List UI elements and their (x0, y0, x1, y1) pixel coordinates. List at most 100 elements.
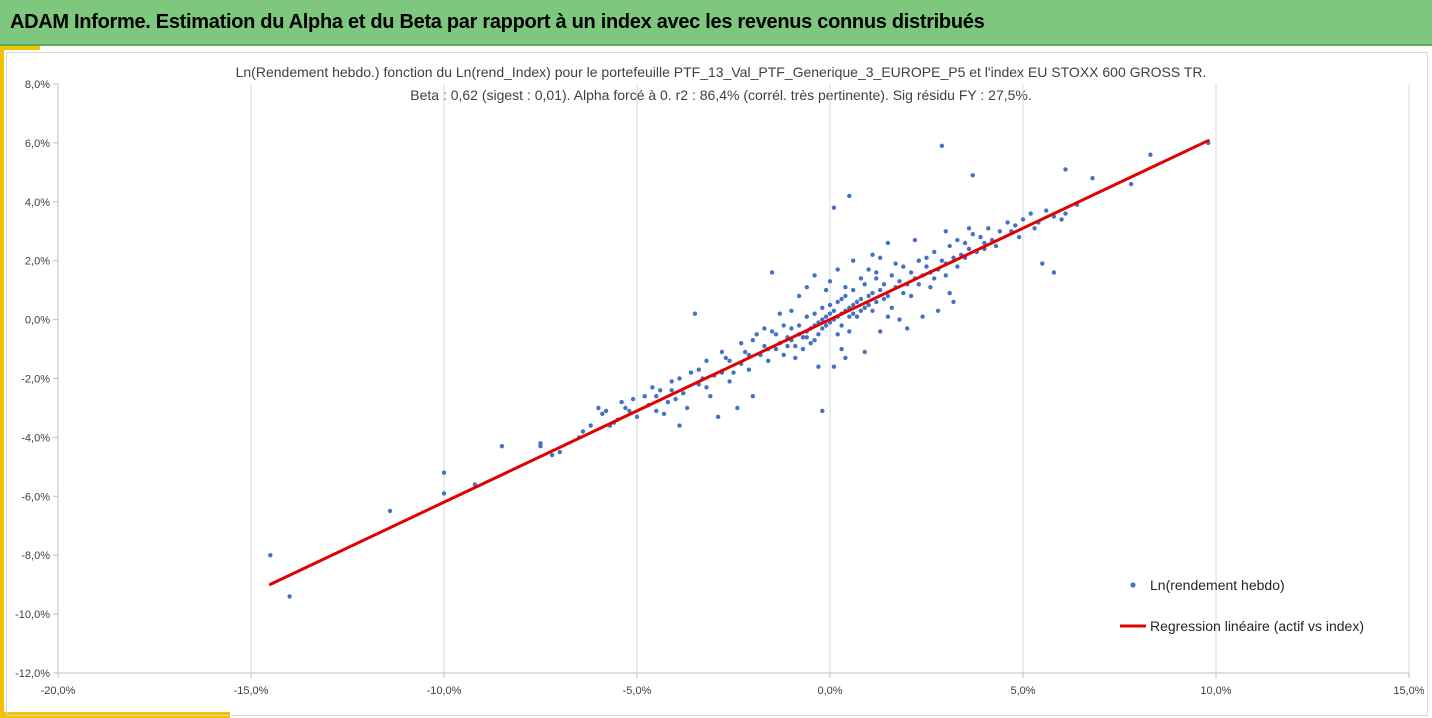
data-point (630, 396, 636, 402)
y-tick-label: -12,0% (15, 668, 50, 680)
data-point (704, 358, 709, 363)
data-point (820, 326, 825, 331)
data-point (947, 243, 952, 249)
y-tick-label: -2,0% (21, 374, 50, 386)
data-point (654, 394, 659, 399)
x-tick-label: 15,0% (1393, 685, 1424, 697)
data-point (692, 311, 698, 316)
data-point (677, 423, 682, 428)
data-point (993, 243, 999, 249)
data-point (538, 444, 543, 449)
data-point (808, 341, 813, 346)
data-point (634, 414, 640, 419)
data-point (823, 287, 829, 293)
data-point (769, 270, 775, 275)
data-point (870, 290, 875, 296)
data-point (966, 226, 972, 231)
data-point (1032, 226, 1037, 231)
data-point (1028, 211, 1033, 216)
data-point (870, 308, 875, 313)
data-point (870, 252, 875, 257)
data-point (750, 338, 755, 343)
data-point (816, 332, 821, 337)
data-point (1063, 167, 1068, 172)
data-point (685, 405, 690, 411)
data-point (627, 408, 632, 414)
y-axis-ticks: -12,0% -10,0% -8,0% -6,0% -4,0% -2,0% 0,0% 2,0%… (15, 79, 58, 680)
scatter-chart: Ln(Rendement hebdo.) fonction du Ln(rend… (15, 64, 1425, 697)
data-point (962, 240, 968, 246)
data-point (600, 411, 605, 416)
data-point (1051, 270, 1057, 275)
data-point (893, 261, 898, 266)
data-point (793, 355, 798, 361)
data-point (955, 237, 960, 243)
data-point (820, 408, 825, 414)
accent-bar-left (0, 46, 4, 718)
data-point (441, 470, 447, 475)
data-point (978, 234, 983, 240)
regression-line (268, 139, 1210, 586)
data-point (580, 429, 586, 434)
data-point (773, 332, 779, 337)
data-point (997, 229, 1002, 234)
data-point (831, 308, 837, 313)
data-point (843, 355, 848, 361)
data-point (654, 408, 659, 414)
y-tick-label: -8,0% (21, 550, 50, 562)
data-point (839, 296, 844, 302)
data-point (812, 311, 817, 316)
data-point (885, 240, 891, 246)
legend-marker-points (1130, 582, 1136, 588)
data-point (1016, 234, 1022, 240)
data-point (773, 346, 779, 352)
data-point (935, 308, 941, 313)
data-point (881, 296, 887, 302)
regression-segment (268, 139, 1210, 586)
data-point (387, 508, 393, 514)
data-point (665, 399, 671, 405)
data-point (924, 255, 929, 260)
data-point (827, 311, 833, 316)
data-point (889, 305, 894, 310)
x-tick-label: -15,0% (234, 685, 269, 697)
axes (57, 84, 1409, 674)
data-point (268, 553, 273, 558)
data-point (596, 405, 601, 411)
data-point (650, 385, 655, 390)
data-point (820, 317, 825, 322)
data-point (866, 293, 871, 299)
data-point (727, 379, 732, 384)
data-point (781, 323, 786, 328)
legend-label-points: Ln(rendement hebdo) (1150, 577, 1285, 593)
data-point (835, 332, 840, 337)
data-point (1005, 220, 1010, 225)
data-point (789, 308, 794, 313)
data-point (746, 367, 752, 372)
data-point (851, 258, 856, 263)
y-tick-label: 4,0% (25, 197, 50, 209)
data-point (916, 282, 921, 287)
x-tick-label: -20,0% (41, 685, 76, 697)
data-point (831, 205, 837, 210)
y-tick-label: -10,0% (15, 609, 50, 621)
x-tick-label: 10,0% (1200, 685, 1231, 697)
data-point (800, 335, 806, 340)
data-point (800, 346, 806, 352)
data-point (986, 226, 991, 231)
data-point (843, 285, 848, 290)
data-point (441, 491, 447, 496)
data-point (588, 423, 593, 428)
data-point (908, 293, 914, 299)
data-point (939, 258, 945, 263)
data-point (789, 326, 794, 331)
data-points (268, 140, 1211, 599)
data-point (1063, 211, 1068, 216)
data-point (939, 143, 945, 148)
data-point (874, 276, 879, 281)
data-point (851, 311, 856, 316)
data-point (858, 296, 864, 302)
y-tick-label: 8,0% (25, 79, 50, 91)
data-point (905, 326, 910, 331)
data-point (1020, 217, 1026, 222)
